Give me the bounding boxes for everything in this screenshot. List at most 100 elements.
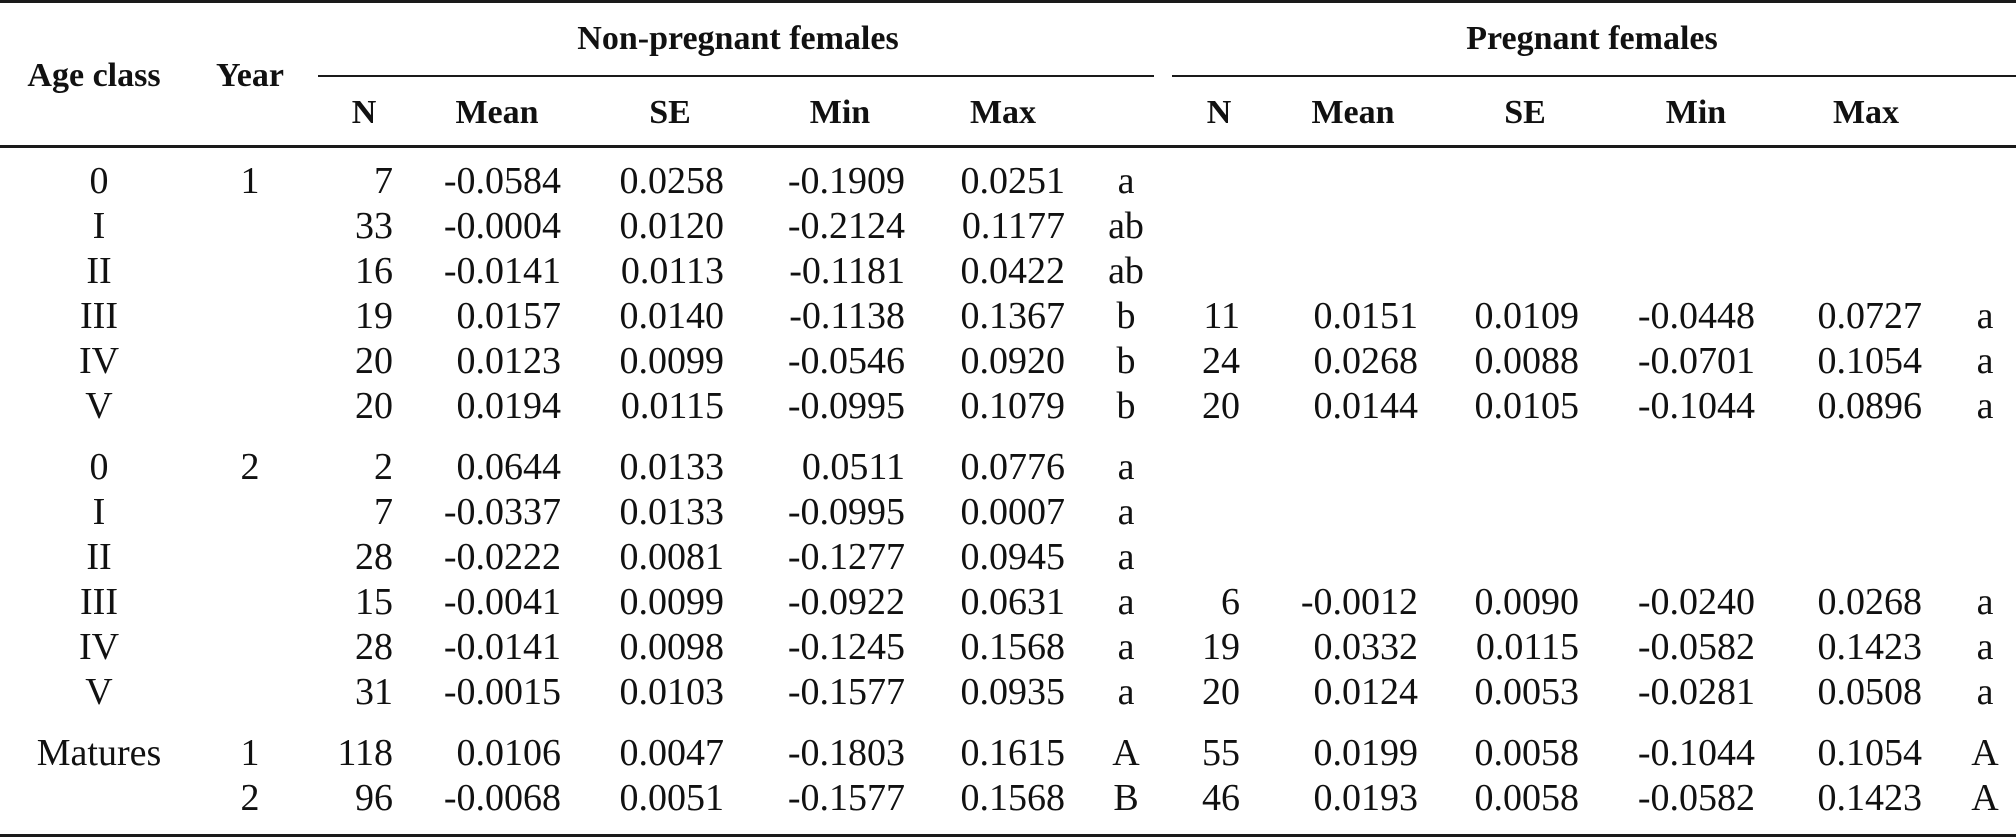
- cell-pregnant-n: 46: [1202, 777, 1240, 819]
- cell-age-class: V: [85, 385, 113, 427]
- cell-nonpregnant-mean: 0.0106: [456, 732, 562, 774]
- cell-nonpregnant-se: 0.0113: [620, 250, 724, 292]
- cell-nonpregnant-mean: 0.0157: [456, 295, 562, 337]
- cell-nonpregnant-se: 0.0051: [619, 777, 725, 819]
- cell-pregnant-min: -0.1044: [1637, 385, 1755, 427]
- cell-pregnant-sig: a: [1976, 581, 1994, 623]
- cell-pregnant-se: 0.0109: [1474, 295, 1580, 337]
- cell-nonpregnant-min: -0.1138: [789, 295, 905, 337]
- header-p-min: Min: [1665, 94, 1727, 131]
- cell-nonpregnant-se: 0.0140: [619, 295, 725, 337]
- cell-pregnant-min: -0.1044: [1637, 732, 1755, 774]
- cell-pregnant-se: 0.0115: [1475, 626, 1579, 668]
- cell-nonpregnant-se: 0.0115: [620, 385, 724, 427]
- cell-nonpregnant-min: -0.1577: [787, 777, 905, 819]
- header-p-n: N: [1206, 94, 1232, 131]
- cell-nonpregnant-se: 0.0133: [619, 491, 725, 533]
- cell-nonpregnant-n: 7: [374, 160, 393, 202]
- cell-nonpregnant-max: 0.1568: [960, 626, 1066, 668]
- cell-pregnant-mean: 0.0151: [1313, 295, 1419, 337]
- cell-age-class: I: [92, 491, 106, 533]
- header-np-n: N: [351, 94, 377, 131]
- header-p-se: SE: [1504, 94, 1546, 131]
- cell-nonpregnant-n: 96: [355, 777, 393, 819]
- cell-pregnant-sig: a: [1976, 385, 1994, 427]
- cell-nonpregnant-se: 0.0047: [619, 732, 725, 774]
- cell-nonpregnant-se: 0.0098: [619, 626, 725, 668]
- cell-nonpregnant-min: -0.0995: [787, 385, 905, 427]
- header-year: Year: [216, 57, 284, 94]
- cell-age-class: III: [80, 581, 118, 623]
- header-np-se: SE: [649, 94, 691, 131]
- cell-age-class: II: [86, 536, 112, 578]
- cell-nonpregnant-n: 28: [355, 626, 393, 668]
- cell-nonpregnant-max: 0.0007: [960, 491, 1066, 533]
- cell-pregnant-mean: 0.0124: [1313, 671, 1419, 713]
- cell-nonpregnant-min: -0.1577: [787, 671, 905, 713]
- cell-pregnant-mean: 0.0268: [1313, 340, 1419, 382]
- cell-nonpregnant-mean: -0.0004: [443, 205, 561, 247]
- cell-nonpregnant-n: 15: [355, 581, 393, 623]
- cell-pregnant-min: -0.0701: [1637, 340, 1755, 382]
- cell-pregnant-max: 0.1054: [1817, 340, 1923, 382]
- cell-pregnant-min: -0.0448: [1637, 295, 1755, 337]
- cell-pregnant-mean: -0.0012: [1300, 581, 1418, 623]
- cell-pregnant-sig: a: [1976, 295, 1994, 337]
- cell-nonpregnant-mean: -0.0222: [443, 536, 561, 578]
- cell-nonpregnant-min: -0.1803: [787, 732, 905, 774]
- cell-pregnant-sig: A: [1971, 777, 1999, 819]
- cell-pregnant-min: -0.0240: [1637, 581, 1755, 623]
- cell-nonpregnant-n: 118: [337, 732, 393, 774]
- cell-pregnant-max: 0.0727: [1817, 295, 1923, 337]
- cell-nonpregnant-n: 20: [355, 340, 393, 382]
- cell-pregnant-n: 19: [1202, 626, 1240, 668]
- cell-nonpregnant-mean: -0.0141: [443, 626, 561, 668]
- cell-pregnant-mean: 0.0144: [1313, 385, 1419, 427]
- cell-nonpregnant-n: 28: [355, 536, 393, 578]
- cell-age-class: V: [85, 671, 113, 713]
- cell-nonpregnant-min: -0.1909: [787, 160, 905, 202]
- cell-nonpregnant-se: 0.0133: [619, 446, 725, 488]
- cell-nonpregnant-max: 0.0935: [960, 671, 1066, 713]
- cell-nonpregnant-se: 0.0099: [619, 581, 725, 623]
- cell-nonpregnant-sig: b: [1116, 385, 1136, 427]
- cell-age-class: Matures: [36, 732, 162, 774]
- cell-nonpregnant-max: 0.0776: [960, 446, 1066, 488]
- cell-age-class: II: [86, 250, 112, 292]
- cell-nonpregnant-sig: a: [1117, 446, 1135, 488]
- cell-nonpregnant-max: 0.1367: [960, 295, 1066, 337]
- header-p-max: Max: [1832, 94, 1900, 131]
- cell-nonpregnant-n: 33: [355, 205, 393, 247]
- cell-year: 1: [240, 732, 260, 774]
- cell-nonpregnant-sig: a: [1117, 536, 1135, 578]
- cell-pregnant-max: 0.1423: [1817, 626, 1923, 668]
- cell-nonpregnant-max: 0.0422: [960, 250, 1066, 292]
- cell-pregnant-n: 6: [1221, 581, 1240, 623]
- group-rule-pregnant: [1172, 75, 2016, 77]
- cell-nonpregnant-sig: a: [1117, 626, 1135, 668]
- cell-nonpregnant-max: 0.0631: [960, 581, 1066, 623]
- cell-age-class: I: [92, 205, 106, 247]
- cell-pregnant-max: 0.1054: [1817, 732, 1923, 774]
- cell-nonpregnant-max: 0.1615: [960, 732, 1066, 774]
- cell-age-class: 0: [89, 160, 109, 202]
- cell-nonpregnant-max: 0.0920: [960, 340, 1066, 382]
- cell-nonpregnant-mean: 0.0123: [456, 340, 562, 382]
- cell-pregnant-sig: a: [1976, 626, 1994, 668]
- cell-age-class: IV: [78, 340, 120, 382]
- cell-nonpregnant-mean: -0.0141: [443, 250, 561, 292]
- cell-nonpregnant-n: 16: [355, 250, 393, 292]
- cell-nonpregnant-min: -0.1245: [787, 626, 905, 668]
- cell-pregnant-se: 0.0053: [1474, 671, 1580, 713]
- cell-nonpregnant-se: 0.0081: [619, 536, 725, 578]
- group-rule-nonpregnant: [318, 75, 1154, 77]
- cell-nonpregnant-min: 0.0511: [801, 446, 905, 488]
- cell-pregnant-max: 0.0268: [1817, 581, 1923, 623]
- cell-pregnant-mean: 0.0199: [1313, 732, 1419, 774]
- header-bottom-rule: [0, 145, 2016, 148]
- cell-pregnant-mean: 0.0193: [1313, 777, 1419, 819]
- cell-age-class: 0: [89, 446, 109, 488]
- cell-nonpregnant-se: 0.0103: [619, 671, 725, 713]
- cell-nonpregnant-sig: B: [1113, 777, 1139, 819]
